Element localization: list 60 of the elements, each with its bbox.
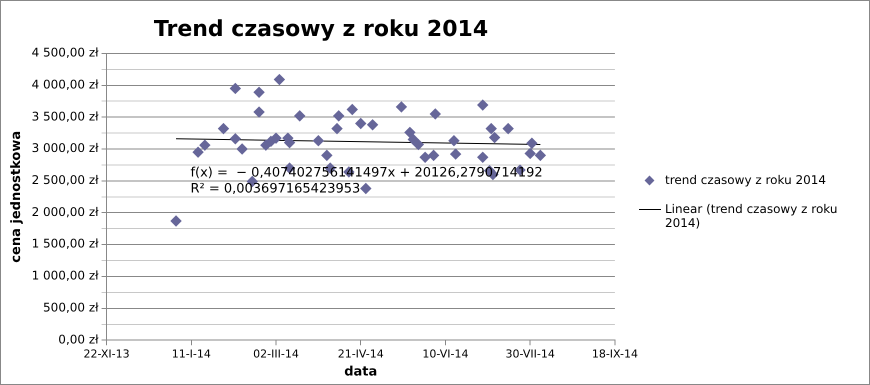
point [230, 133, 241, 144]
point [274, 74, 285, 86]
chart-title: Trend czasowy z roku 2014 [154, 16, 488, 42]
point [450, 148, 462, 160]
x-tick-label: 11-I-14 [172, 348, 211, 361]
point [428, 150, 440, 161]
point [534, 150, 546, 161]
point [526, 138, 538, 149]
point [170, 216, 182, 227]
point [270, 132, 282, 144]
point [199, 140, 210, 151]
annotation: R² = 0,003697165423953 [190, 182, 360, 197]
point [408, 134, 419, 145]
point [412, 139, 424, 150]
point [396, 101, 407, 112]
y-tick-label: 1 000,00 zł [32, 268, 100, 283]
x-tick-label: 02-III-14 [253, 348, 299, 361]
x-tick-label: 10-VI-14 [422, 348, 468, 361]
point [192, 146, 204, 158]
point [486, 123, 497, 134]
point [230, 82, 241, 94]
legend-label: trend czasowy z roku 2014 [665, 173, 826, 187]
x-tick-label: 30-VII-14 [506, 348, 555, 361]
y-tick-label: 2 500,00 zł [32, 172, 100, 187]
y-tick-label: 3 000,00 zł [32, 141, 100, 156]
point [502, 123, 514, 134]
point [367, 119, 378, 130]
point [448, 135, 460, 146]
y-axis-title: cena jednostkowa [9, 130, 24, 263]
point [321, 150, 332, 161]
x-axis-title: data [344, 364, 378, 380]
y-tick-label: 0,00 zł [58, 332, 100, 346]
point [254, 106, 265, 118]
point [294, 110, 306, 122]
point [430, 108, 441, 120]
point [355, 118, 366, 130]
point [477, 152, 488, 163]
point [524, 148, 536, 159]
point [420, 152, 431, 163]
point [218, 123, 229, 134]
point [346, 104, 358, 115]
point [332, 123, 343, 134]
y-tick-label: 3 500,00 zł [32, 109, 100, 124]
x-tick-label: 18-IX-14 [592, 348, 638, 361]
point [312, 135, 324, 146]
x-tick-label: 21-IV-14 [338, 348, 384, 361]
point [477, 100, 488, 111]
point [404, 126, 416, 138]
y-tick-label: 1 500,00 zł [32, 236, 100, 251]
point [360, 183, 372, 194]
y-tick-label: 500,00 zł [43, 300, 100, 314]
point [254, 86, 265, 98]
point [333, 110, 344, 122]
legend-label: Linear (trend czasowy z roku 2014) [665, 202, 838, 230]
y-tick-label: 4 000,00 zł [32, 77, 100, 92]
y-tick-label: 4 500,00 zł [32, 46, 100, 60]
point [489, 132, 500, 144]
x-tick-label: 22-XI-13 [83, 348, 130, 361]
y-tick-label: 2 000,00 zł [32, 204, 100, 219]
point [236, 144, 248, 154]
